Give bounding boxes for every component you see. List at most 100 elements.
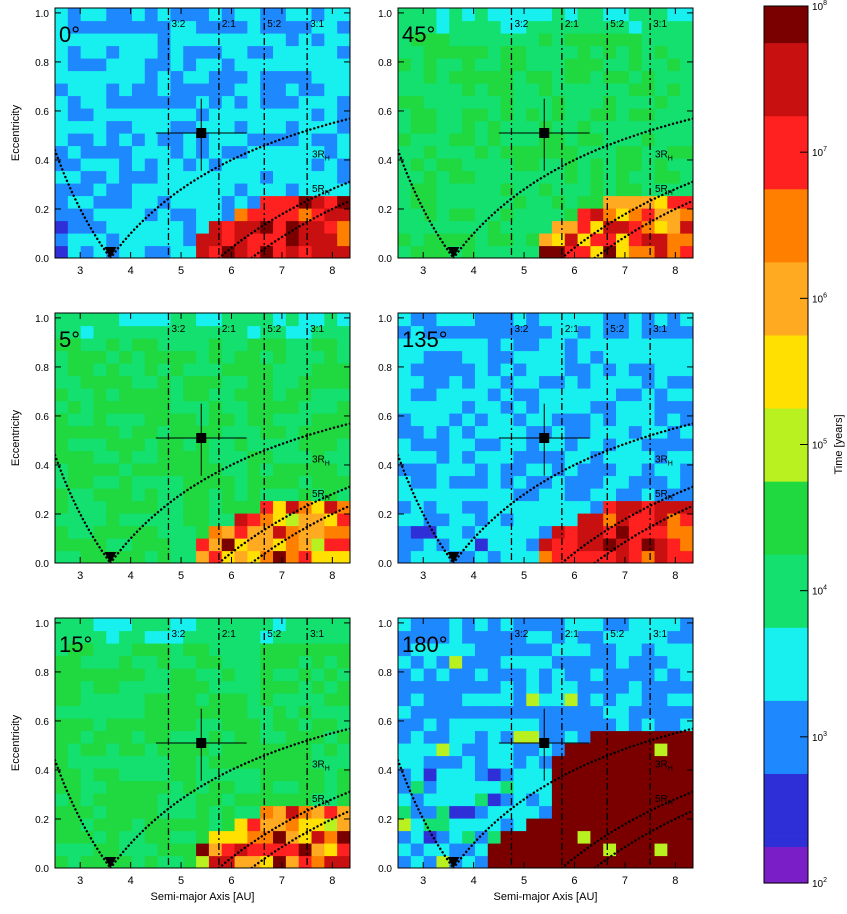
heatmap-cell (487, 20, 502, 34)
heatmap-cell (80, 830, 95, 844)
y-axis-label: Eccentricity (10, 714, 22, 771)
heatmap-cell (260, 680, 274, 694)
heatmap-cell (106, 325, 120, 339)
heatmap-cell (513, 780, 527, 794)
heatmap-cell (285, 475, 300, 489)
heatmap-cell (436, 680, 450, 694)
colorbar-segment (764, 108, 808, 117)
heatmap-cell (641, 95, 656, 109)
heatmap-cell (67, 20, 82, 34)
heatmap-cell (298, 855, 313, 868)
heatmap-cell (67, 233, 82, 247)
planet-marker (539, 738, 550, 748)
heatmap-cell (93, 350, 107, 364)
heatmap-cell (260, 513, 274, 527)
heatmap-cell (131, 805, 146, 819)
heatmap-cell (119, 768, 133, 782)
heatmap-cell (628, 233, 643, 247)
heatmap-cell (170, 338, 184, 352)
heatmap-cell (500, 693, 515, 707)
heatmap-cell (423, 793, 438, 807)
heatmap-cell (170, 805, 184, 819)
heatmap-cell (67, 488, 82, 502)
heatmap-cell (67, 513, 82, 527)
heatmap-cell (423, 133, 438, 147)
heatmap-cell (526, 108, 540, 122)
heatmap-cell (80, 388, 95, 402)
colorbar-segment (764, 502, 808, 511)
heatmap-cell (324, 630, 338, 644)
heatmap-cell (474, 120, 489, 134)
heatmap-cell (221, 768, 236, 782)
heatmap-cell (680, 818, 693, 832)
heatmap-cell (324, 58, 338, 72)
heatmap-cell (500, 525, 515, 539)
heatmap-cell (93, 413, 107, 427)
heatmap-cell (462, 830, 476, 844)
heatmap-cell (247, 313, 261, 327)
heatmap-cell (285, 463, 300, 477)
heatmap-cell (398, 350, 412, 364)
heatmap-cell (539, 718, 553, 732)
heatmap-cell (500, 183, 515, 197)
heatmap-cell (273, 655, 287, 669)
heatmap-cell (260, 693, 274, 707)
heatmap-cell (55, 8, 69, 22)
heatmap-cell (616, 805, 630, 819)
heatmap-cell (551, 120, 566, 134)
heatmap-cell (398, 655, 412, 669)
heatmap-cell (500, 20, 515, 34)
heatmap-cell (487, 843, 502, 857)
heatmap-cell (221, 158, 236, 172)
heatmap-cell (93, 400, 107, 414)
heatmap-cell (260, 500, 274, 514)
heatmap-cell (55, 70, 69, 84)
heatmap-cell (208, 743, 223, 757)
colorbar-segment (764, 802, 808, 811)
heatmap-cell (398, 805, 412, 819)
heatmap-cell (337, 768, 350, 782)
heatmap-cell (183, 313, 197, 327)
heatmap-cell (564, 388, 579, 402)
heatmap-cell (462, 475, 476, 489)
heatmap-cell (603, 120, 617, 134)
heatmap-cell (487, 120, 502, 134)
heatmap-cell (157, 120, 172, 134)
heatmap-cell (410, 245, 425, 258)
heatmap-cell (260, 413, 274, 427)
heatmap-cell (67, 388, 82, 402)
heatmap-cell (196, 680, 210, 694)
y-tick-label: 0.4 (35, 766, 49, 777)
heatmap-cell (260, 743, 274, 757)
heatmap-cell (170, 70, 184, 84)
colorbar-segment (764, 466, 808, 475)
heatmap-cell (196, 463, 210, 477)
heatmap-cell (526, 95, 540, 109)
heatmap-cell (55, 550, 69, 563)
heatmap-cell (183, 843, 197, 857)
y-tick-label: 0.2 (35, 205, 49, 216)
heatmap-cell (170, 525, 184, 539)
heatmap-cell (131, 20, 146, 34)
heatmap-cell (93, 793, 107, 807)
heatmap-cell (157, 693, 172, 707)
heatmap-cell (641, 145, 656, 159)
heatmap-cell (337, 438, 350, 452)
heatmap-cell (247, 83, 261, 97)
heatmap-cell (55, 805, 69, 819)
y-tick-label: 0.6 (35, 412, 49, 423)
heatmap-cell (273, 680, 287, 694)
heatmap-cell (603, 855, 617, 868)
heatmap-cell (410, 158, 425, 172)
heatmap-cell (80, 95, 95, 109)
heatmap-cell (410, 33, 425, 47)
heatmap-cell (551, 525, 566, 539)
heatmap-cell (423, 413, 438, 427)
heatmap-cell (500, 463, 515, 477)
heatmap-cell (324, 83, 338, 97)
heatmap-cell (208, 313, 223, 327)
heatmap-cell (410, 400, 425, 414)
heatmap-cell (654, 45, 668, 59)
colorbar-tick-exponent: 3 (823, 731, 827, 738)
